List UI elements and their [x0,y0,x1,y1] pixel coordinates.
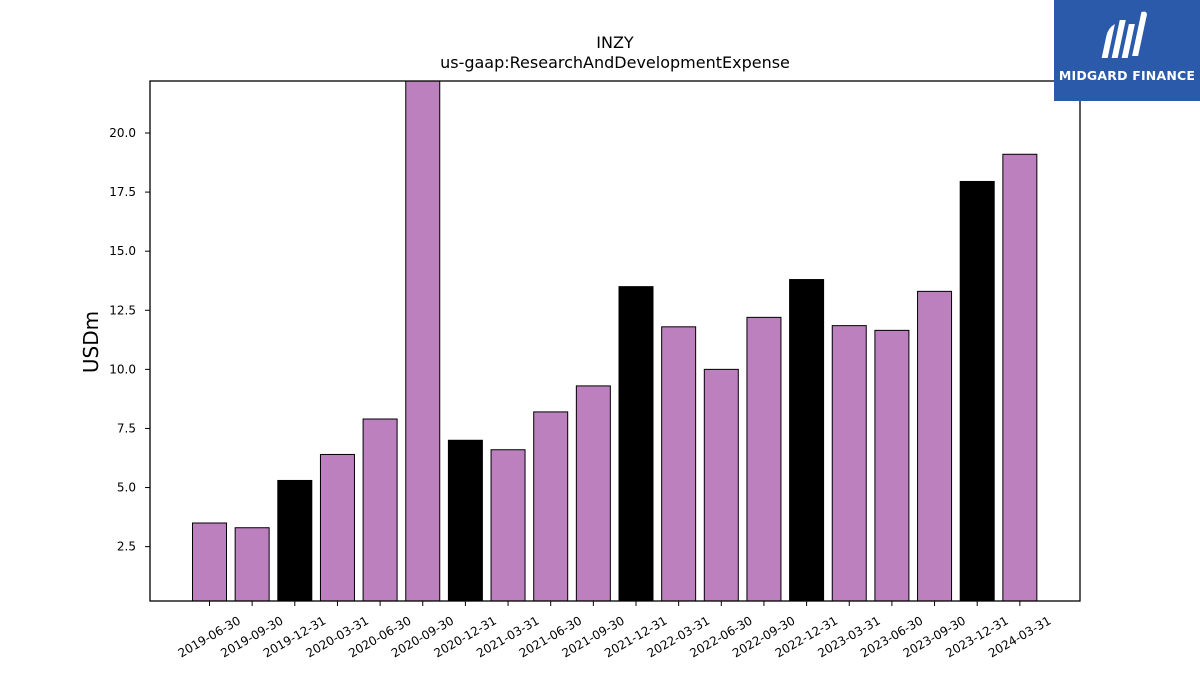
y-axis-label: USDm [79,311,103,373]
bar-2023-09-30 [917,290,953,602]
bar-2021-12-31 [618,286,654,602]
bar-2020-06-30 [362,418,398,602]
y-tick-label: 10.0 [109,362,136,376]
y-tick-label: 15.0 [109,244,136,258]
y-tick-label: 7.5 [117,421,136,435]
bar-2019-12-31 [277,479,313,602]
bar-2021-03-31 [490,449,526,602]
bar-2019-06-30 [192,522,227,602]
bar-2022-03-31 [661,326,697,602]
bar-2021-09-30 [575,385,611,602]
bar-2020-12-31 [447,439,483,602]
bar-2022-09-30 [746,316,782,602]
bar-2023-12-31 [959,180,995,602]
bar-2023-06-30 [874,329,910,602]
y-tick-label: 20.0 [109,126,136,140]
y-ticks: 2.5 5.0 7.5 10.0 12.5 15.0 17.5 20.0 [109,126,150,554]
y-tick-label: 2.5 [117,540,136,554]
chart-title: INZY [596,33,634,52]
logo-mark-icon [1101,11,1147,58]
bar-2024-03-31 [1002,153,1038,602]
y-tick-label: 12.5 [109,303,136,317]
bar-2019-09-30 [234,527,270,602]
logo-text: MIDGARD FINANCE [1058,68,1196,83]
bar-2022-06-30 [703,368,739,602]
chart-subtitle: us-gaap:ResearchAndDevelopmentExpense [440,53,790,72]
bar-2022-12-31 [789,279,825,602]
bar-2020-03-31 [319,453,355,602]
plot-frame [149,80,1081,602]
x-ticks: 2019-06-302019-09-302019-12-312020-03-31… [176,601,1053,660]
bars-group [192,80,1038,602]
bar-2023-03-31 [831,325,867,602]
y-tick-label: 17.5 [109,185,136,199]
bar-2020-09-30 [405,80,441,602]
y-tick-label: 5.0 [117,481,136,495]
midgard-finance-logo: MIDGARD FINANCE [1054,0,1200,101]
bar-2021-06-30 [533,411,569,602]
